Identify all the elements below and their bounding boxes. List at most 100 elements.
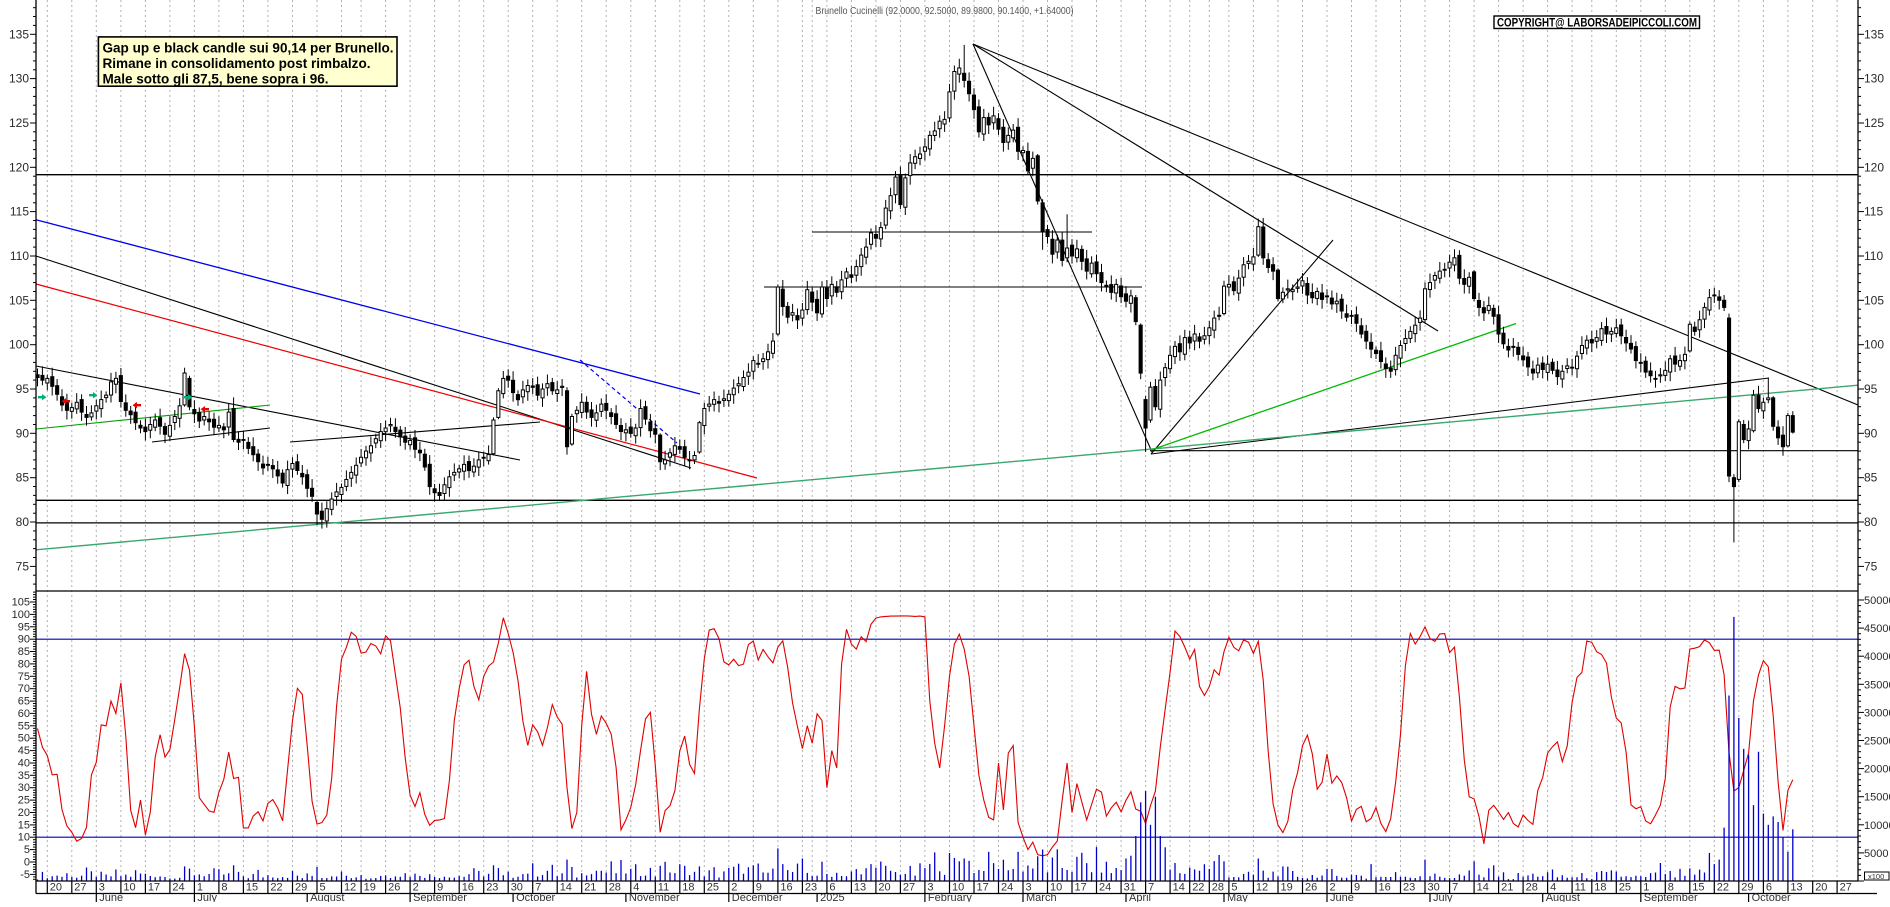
svg-text:13: 13 <box>854 882 866 894</box>
svg-text:February: February <box>928 892 973 902</box>
svg-text:120: 120 <box>9 160 29 174</box>
svg-text:25: 25 <box>707 882 719 894</box>
svg-text:31: 31 <box>1124 882 1136 894</box>
svg-text:2: 2 <box>1330 882 1336 894</box>
svg-text:110: 110 <box>1864 249 1883 263</box>
svg-text:105: 105 <box>9 293 29 307</box>
svg-text:Rimane in consolidamento post: Rimane in consolidamento post rimbalzo. <box>103 56 371 71</box>
svg-text:115: 115 <box>10 205 29 219</box>
svg-text:10: 10 <box>1050 882 1062 894</box>
svg-text:5: 5 <box>24 844 30 856</box>
svg-text:10: 10 <box>123 882 135 894</box>
svg-text:16: 16 <box>780 882 792 894</box>
svg-text:18: 18 <box>1594 882 1606 894</box>
svg-text:50: 50 <box>18 733 30 745</box>
svg-text:2: 2 <box>413 882 419 894</box>
svg-text:90: 90 <box>18 634 30 646</box>
svg-text:22: 22 <box>270 882 282 894</box>
svg-text:30: 30 <box>1428 882 1440 894</box>
svg-text:100: 100 <box>1864 338 1884 352</box>
svg-text:6: 6 <box>829 882 835 894</box>
svg-text:28: 28 <box>1526 882 1538 894</box>
svg-text:0: 0 <box>24 857 30 869</box>
svg-text:18: 18 <box>682 882 694 894</box>
svg-text:9: 9 <box>1354 882 1360 894</box>
svg-text:3: 3 <box>99 882 105 894</box>
svg-text:11: 11 <box>658 882 669 894</box>
svg-text:5000: 5000 <box>1864 848 1888 860</box>
svg-text:March: March <box>1026 892 1057 902</box>
svg-text:95: 95 <box>16 382 30 396</box>
svg-text:100: 100 <box>9 338 29 352</box>
svg-text:June: June <box>99 892 123 902</box>
svg-text:21: 21 <box>1501 882 1513 894</box>
svg-text:17: 17 <box>977 882 989 894</box>
svg-text:85: 85 <box>1864 471 1878 485</box>
svg-text:16: 16 <box>1379 882 1391 894</box>
svg-text:80: 80 <box>1864 515 1878 529</box>
svg-text:28: 28 <box>609 882 621 894</box>
svg-text:5: 5 <box>320 882 326 894</box>
svg-text:14: 14 <box>1477 882 1489 894</box>
svg-text:25: 25 <box>18 795 30 807</box>
svg-text:October: October <box>516 892 555 902</box>
svg-text:19: 19 <box>1281 882 1293 894</box>
svg-text:75: 75 <box>16 559 30 573</box>
svg-text:55: 55 <box>18 720 30 732</box>
svg-text:May: May <box>1227 892 1248 902</box>
svg-text:19: 19 <box>364 882 376 894</box>
svg-text:17: 17 <box>1075 882 1087 894</box>
svg-text:135: 135 <box>1864 27 1884 41</box>
svg-text:8: 8 <box>1668 882 1674 894</box>
svg-text:9: 9 <box>437 882 443 894</box>
svg-text:40000: 40000 <box>1864 651 1890 663</box>
svg-text:80: 80 <box>18 658 30 670</box>
svg-text:24: 24 <box>172 882 184 894</box>
svg-text:15: 15 <box>1692 882 1704 894</box>
svg-text:15: 15 <box>246 882 258 894</box>
svg-text:1: 1 <box>1643 882 1649 894</box>
svg-text:November: November <box>629 892 680 902</box>
svg-text:10: 10 <box>18 832 30 844</box>
svg-text:35000: 35000 <box>1864 679 1890 691</box>
svg-text:10: 10 <box>952 882 964 894</box>
svg-text:x100: x100 <box>1868 872 1884 881</box>
svg-text:95: 95 <box>1864 382 1878 396</box>
svg-text:80: 80 <box>16 515 30 529</box>
svg-text:12: 12 <box>1256 882 1268 894</box>
svg-text:45: 45 <box>18 745 30 757</box>
svg-text:90: 90 <box>1864 426 1878 440</box>
svg-text:Male sotto gli 87,5, bene sopr: Male sotto gli 87,5, bene sopra i 96. <box>103 72 329 87</box>
svg-text:60: 60 <box>18 708 30 720</box>
svg-text:7: 7 <box>535 882 541 894</box>
svg-text:Gap up e black candle sui 90,1: Gap up e black candle sui 90,14 per Brun… <box>103 41 394 56</box>
svg-text:85: 85 <box>16 471 30 485</box>
svg-text:15000: 15000 <box>1864 792 1890 804</box>
svg-text:70: 70 <box>18 683 30 695</box>
svg-text:December: December <box>732 892 783 902</box>
svg-text:115: 115 <box>1864 205 1883 219</box>
svg-text:September: September <box>413 892 467 902</box>
svg-text:15: 15 <box>18 819 30 831</box>
svg-text:2: 2 <box>731 882 737 894</box>
svg-text:135: 135 <box>9 27 29 41</box>
svg-text:100: 100 <box>12 609 30 621</box>
svg-text:27: 27 <box>903 882 915 894</box>
svg-text:13: 13 <box>1790 882 1802 894</box>
svg-text:24: 24 <box>1001 882 1013 894</box>
svg-text:27: 27 <box>74 882 86 894</box>
svg-text:September: September <box>1644 892 1698 902</box>
svg-text:28: 28 <box>1212 882 1224 894</box>
svg-text:3: 3 <box>927 882 933 894</box>
svg-text:20: 20 <box>50 882 62 894</box>
svg-text:23: 23 <box>805 882 817 894</box>
svg-text:90: 90 <box>16 426 30 440</box>
svg-text:22: 22 <box>1717 882 1729 894</box>
svg-text:125: 125 <box>1864 116 1884 130</box>
svg-text:20: 20 <box>878 882 890 894</box>
svg-text:26: 26 <box>388 882 400 894</box>
svg-text:Brunello Cucinelli (92.0000, 9: Brunello Cucinelli (92.0000, 92.5000, 89… <box>816 6 1074 17</box>
svg-text:130: 130 <box>9 72 29 86</box>
svg-text:August: August <box>310 892 344 902</box>
svg-text:COPYRIGHT@ LABORSADEIPICCOLI.C: COPYRIGHT@ LABORSADEIPICCOLI.COM <box>1497 17 1697 29</box>
